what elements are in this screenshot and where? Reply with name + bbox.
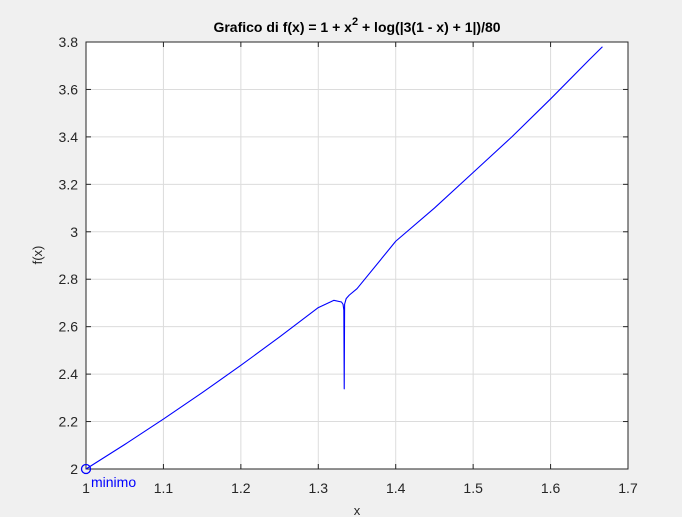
x-axis-label: x (354, 503, 361, 517)
y-tick-label: 2.4 (59, 366, 79, 382)
annotation-layer: minimo (80, 463, 136, 490)
x-tick-label: 1.3 (309, 480, 329, 496)
y-tick-label: 3.8 (59, 34, 79, 50)
y-tick-label: 3.6 (59, 81, 79, 97)
x-tick-label: 1.4 (386, 480, 406, 496)
axes-box (85, 41, 629, 470)
y-tick-label: 3.4 (59, 129, 79, 145)
y-tick-label: 2.6 (59, 319, 79, 335)
plot-area (86, 42, 628, 469)
axes (85, 41, 629, 470)
y-tick-label: 2 (70, 461, 78, 477)
title-main: Grafico di f(x) = 1 + x (213, 19, 352, 35)
y-tick-labels: 2 2.2 2.4 2.6 2.8 3 3.2 3.4 3.6 3.8 (59, 34, 79, 477)
y-tick-label: 2.2 (59, 414, 79, 430)
x-tick-labels: 1 1.1 1.2 1.3 1.4 1.5 1.6 1.7 (82, 480, 638, 496)
x-tick-label: 1.7 (618, 480, 638, 496)
y-tick-label: 3.2 (59, 176, 79, 192)
series-line (85, 46, 603, 470)
x-tick-label: 1.2 (231, 480, 251, 496)
chart-title: Grafico di f(x) = 1 + x2 + log(|3(1 - x)… (213, 16, 500, 35)
y-tick-label: 2.8 (59, 271, 79, 287)
series-layer (85, 46, 603, 470)
x-tick-label: 1.1 (154, 480, 174, 496)
tick-marks (85, 41, 629, 470)
x-tick-label: 1.5 (463, 480, 483, 496)
x-tick-label: 1.6 (541, 480, 561, 496)
minimum-marker (80, 463, 92, 475)
minimum-label: minimo (91, 474, 136, 490)
y-axis-label: f(x) (30, 246, 45, 265)
title-superscript: 2 (352, 16, 358, 28)
y-tick-label: 3 (70, 224, 78, 240)
x-tick-label: 1 (82, 480, 90, 496)
title-tail: + log(|3(1 - x) + 1|)/80 (358, 19, 501, 35)
